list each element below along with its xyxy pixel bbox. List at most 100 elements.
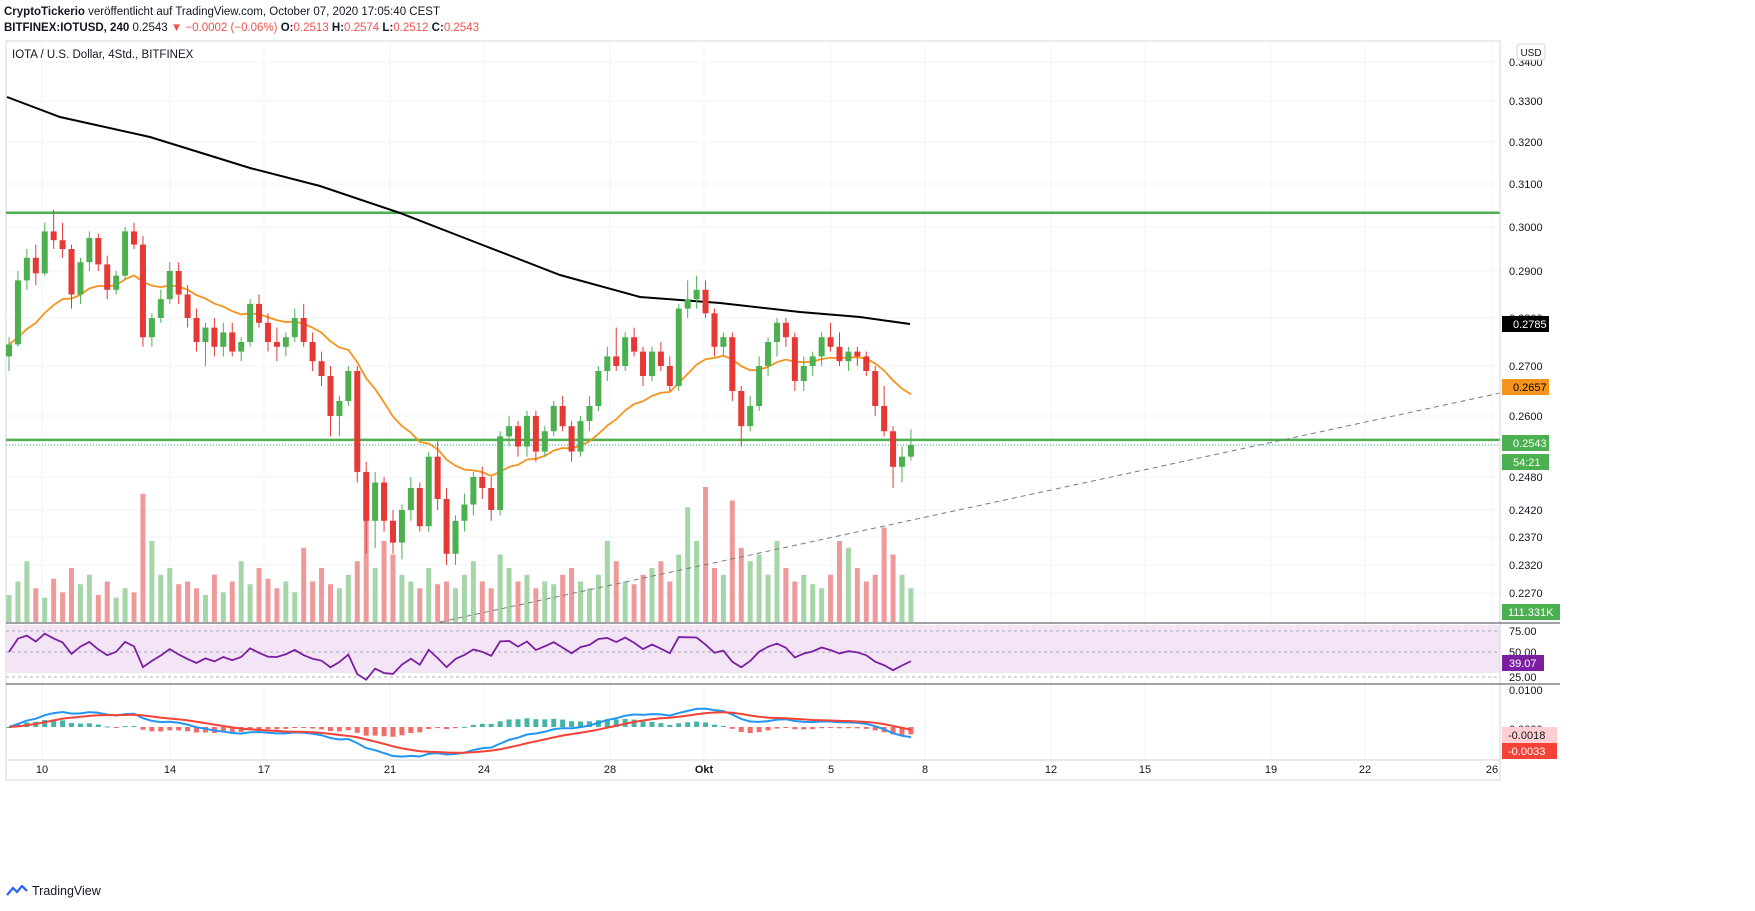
horizontal-lines[interactable]	[6, 211, 1501, 623]
signal-value-bg	[1502, 743, 1557, 759]
axes: 10 14 17 21 24 28 Okt 5 8 12 15 19 22 260.34000.33000…	[6, 41, 1560, 780]
volume-bar	[506, 568, 512, 622]
low-label: L:	[382, 22, 394, 34]
candle-body	[702, 289, 709, 314]
volume-bar	[363, 514, 369, 622]
volume-bar	[167, 568, 173, 622]
candle-body	[211, 327, 218, 347]
volume-bar	[310, 581, 316, 622]
volume-bar	[24, 561, 30, 622]
macd-histogram-bar	[417, 727, 423, 733]
volume-bar	[283, 581, 289, 622]
candles	[6, 209, 914, 565]
macd-histogram-bar	[345, 727, 351, 731]
volume-bar	[720, 574, 726, 622]
volume-bar	[238, 561, 244, 622]
macd-histogram-bar	[408, 727, 414, 733]
candle-body	[363, 471, 370, 521]
macd-histogram-bar	[819, 727, 825, 729]
candle-body	[14, 280, 21, 345]
candle-body	[559, 406, 566, 427]
candle-body	[32, 257, 39, 274]
volume-bar	[756, 554, 762, 622]
volume-bar	[569, 568, 575, 622]
volume-tag: 111.331K	[1508, 607, 1554, 619]
candle-body	[541, 431, 548, 452]
candle-body	[166, 271, 173, 300]
price-change: −0.0002 (−0.06%)	[185, 22, 278, 34]
volume-bar	[15, 581, 21, 622]
candle-body	[890, 431, 897, 467]
volume-bar	[345, 574, 351, 622]
currency-button[interactable]	[1516, 43, 1546, 61]
volume-bar	[604, 541, 610, 622]
macd-histogram-bar	[854, 727, 860, 729]
macd-histogram-bar	[479, 723, 485, 727]
candle-body	[77, 262, 84, 295]
x-tick-label: Okt	[695, 764, 714, 776]
close-value: 0.2543	[443, 22, 479, 34]
volume-bar	[417, 588, 423, 622]
candle-body	[148, 318, 155, 338]
candle-body	[389, 520, 396, 543]
macd-histogram-bar	[327, 727, 333, 732]
candle-body	[863, 356, 870, 371]
macd-histogram-bar	[524, 718, 530, 727]
macd-histogram-bar	[426, 727, 432, 730]
macd-histogram-bar	[167, 727, 173, 731]
candle-body	[256, 303, 263, 323]
candle-body	[872, 371, 879, 406]
candle-body	[434, 456, 441, 499]
macd-histogram-bar	[872, 727, 878, 731]
candle-body	[881, 406, 888, 432]
volume-bar	[578, 581, 584, 622]
volume-bar	[828, 574, 834, 622]
volume-bar	[694, 541, 700, 622]
macd-histogram-bar	[801, 727, 807, 730]
candle-body	[264, 322, 271, 342]
macd-histogram-bar	[667, 724, 673, 727]
macd-histogram-bar	[292, 727, 298, 728]
volume-bars	[6, 487, 914, 622]
candle-body	[104, 264, 111, 290]
volume-bar	[881, 527, 887, 622]
macd-histogram-bar	[828, 727, 834, 728]
volume-bar	[479, 581, 485, 622]
volume-bar	[158, 574, 164, 622]
x-tick-label: 8	[922, 764, 928, 776]
candle-body	[720, 337, 727, 347]
macd-histogram-bar	[560, 719, 566, 727]
macd-histogram-bar	[122, 726, 128, 728]
x-tick-label: 14	[164, 764, 176, 776]
candle-body	[407, 488, 414, 510]
macd-value-bg	[1502, 727, 1557, 743]
macd-histogram-bar	[363, 727, 369, 736]
macd-histogram-bar	[765, 727, 771, 731]
volume-bar	[899, 574, 905, 622]
volume-bar	[533, 588, 539, 622]
macd-histogram-bar	[578, 721, 584, 727]
volume-bar	[220, 592, 226, 622]
macd-histogram-bar	[69, 722, 75, 727]
volume-bar	[140, 493, 146, 622]
y-tick-label: 0.2420	[1509, 505, 1543, 517]
candle-body	[523, 416, 530, 447]
candle-body	[622, 337, 629, 366]
candle-body	[6, 344, 12, 357]
candle-body	[666, 366, 673, 386]
rsi-value-bg	[1502, 655, 1544, 671]
chart-title: IOTA / U.S. Dollar, 4Std., BITFINEX	[12, 49, 194, 61]
macd-histogram-bar	[256, 727, 262, 730]
macd-histogram-bar	[586, 721, 592, 727]
volume-bar	[185, 581, 191, 622]
volume-bar	[390, 554, 396, 622]
candle-body	[773, 322, 780, 342]
macd-histogram-bar	[149, 727, 155, 732]
volume-bar	[453, 588, 458, 622]
volume-bar	[372, 568, 378, 622]
macd-histogram-bar	[354, 727, 360, 733]
y-tick-label: 0.2270	[1509, 588, 1543, 600]
candle-body	[398, 510, 405, 543]
volume-bar	[131, 592, 137, 622]
